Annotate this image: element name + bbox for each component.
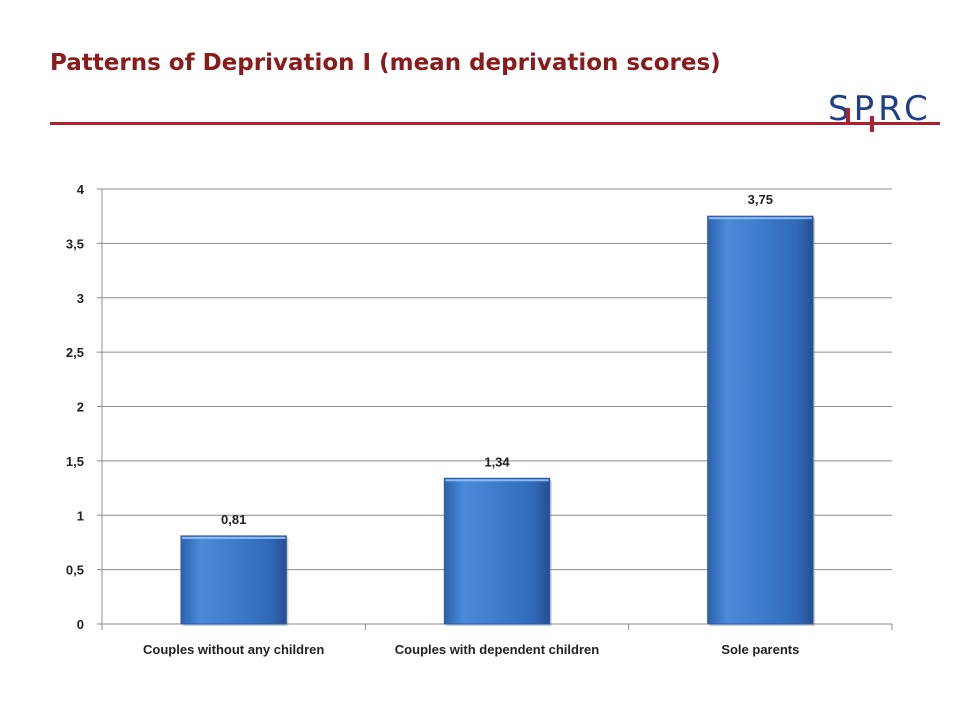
- bars: [180, 215, 815, 626]
- data-label: 3,75: [748, 192, 773, 207]
- y-tick-label: 0: [77, 617, 84, 632]
- data-label: 0,81: [221, 512, 246, 527]
- bar-highlight: [708, 217, 812, 220]
- category-label: Couples with dependent children: [395, 642, 599, 657]
- bar-highlight: [182, 536, 286, 539]
- y-tick-label: 3: [77, 291, 84, 306]
- bar: [443, 477, 551, 625]
- y-tick-label: 4: [77, 182, 85, 197]
- bar: [180, 535, 287, 625]
- data-label: 1,34: [484, 454, 510, 469]
- y-tick-label: 0,5: [66, 563, 84, 578]
- slide-title: Patterns of Deprivation I (mean deprivat…: [50, 50, 721, 76]
- category-label: Sole parents: [721, 642, 799, 657]
- y-tick-label: 3,5: [66, 236, 84, 251]
- y-tick-label: 2: [77, 400, 84, 415]
- bar: [707, 215, 814, 625]
- category-label: Couples without any children: [143, 642, 324, 657]
- y-tick-label: 1: [77, 508, 84, 523]
- bar-highlight: [445, 479, 549, 482]
- title-rule: [50, 122, 938, 125]
- y-tick-label: 1,5: [66, 454, 84, 469]
- labels: 0 0,5 1 1,5 2 2,5 3 3,5 4 0,81 Couples without any…: [66, 182, 799, 657]
- y-tick-label: 2,5: [66, 345, 84, 360]
